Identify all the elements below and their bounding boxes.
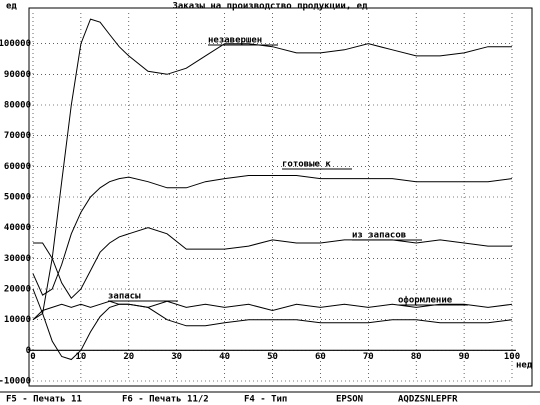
- x-tick-label: 80: [411, 352, 422, 362]
- series-label: оформление: [398, 296, 453, 306]
- series-line: [33, 227, 512, 299]
- series-line: [32, 175, 513, 296]
- footer-key: AQDZSNLEPFR: [398, 395, 458, 405]
- y-tick-label: 60000: [4, 162, 31, 172]
- footer-key: F5 - Печать 11: [6, 395, 82, 405]
- series-label: из запасов: [352, 231, 406, 241]
- y-tick-label: 40000: [4, 223, 31, 233]
- x-tick-label: 20: [123, 352, 134, 362]
- x-tick-label: 70: [363, 352, 374, 362]
- series-label: готовые к: [282, 160, 331, 170]
- series-label: запасы: [108, 292, 141, 302]
- y-tick-label: 10000: [4, 315, 31, 325]
- x-axis-label: нед: [516, 361, 533, 371]
- series-line: [32, 288, 513, 361]
- x-tick-label: 30: [171, 352, 182, 362]
- chart-title: Заказы на производство продукции, ед: [172, 2, 368, 12]
- y-tick-label: 100000: [0, 39, 31, 49]
- y-tick-label: 30000: [4, 254, 31, 264]
- footer-key: F4 - Тип: [244, 395, 287, 405]
- y-axis-label: ед: [6, 2, 17, 12]
- y-tick-label: 80000: [4, 101, 31, 111]
- y-tick-label: 90000: [4, 70, 31, 80]
- x-tick-label: 10: [75, 352, 86, 362]
- series-line: [32, 300, 513, 321]
- x-tick-label: 90: [459, 352, 470, 362]
- footer-key: F6 - Печать 11/2: [122, 395, 209, 405]
- series-label: незавершен: [208, 36, 262, 46]
- y-tick-label: 20000: [4, 285, 31, 295]
- x-tick-label: 50: [267, 352, 278, 362]
- y-tick-label: 50000: [4, 193, 31, 203]
- y-tick-label: -10000: [0, 377, 31, 387]
- series-line: [32, 18, 512, 321]
- footer-key: EPSON: [336, 395, 363, 405]
- plot-frame: [28, 7, 533, 387]
- x-tick-label: 40: [219, 352, 230, 362]
- x-tick-label: 100: [504, 352, 520, 362]
- y-tick-label: 70000: [4, 131, 31, 141]
- x-tick-label: 0: [30, 352, 35, 362]
- x-tick-label: 60: [315, 352, 326, 362]
- y-tick-label: 0: [26, 346, 31, 356]
